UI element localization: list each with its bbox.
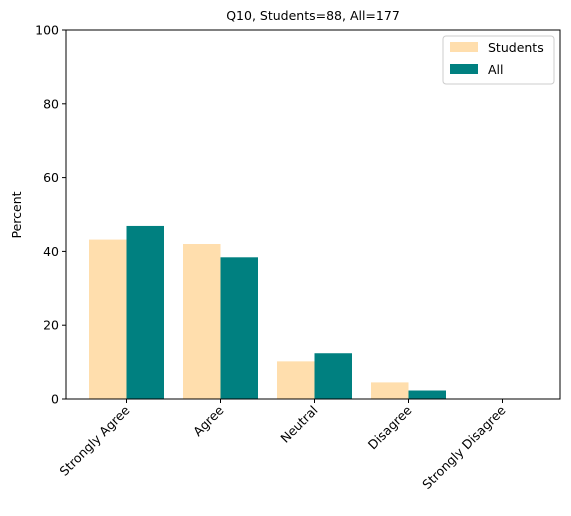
chart-title: Q10, Students=88, All=177 [226,8,400,23]
x-tick-label: Strongly Disagree [419,402,509,492]
y-tick-label: 40 [43,244,59,259]
bar-all-neutral [314,353,352,399]
x-tick-label: Strongly Agree [56,402,132,478]
legend-swatch-all [450,64,478,74]
x-axis: Strongly Agree Agree Neutral Disagree Strong… [56,399,509,492]
x-tick-label: Disagree [365,402,415,452]
y-tick-label: 0 [51,392,59,407]
bar-students-disagree [371,382,409,399]
bars-group [89,225,446,399]
bar-all-disagree [408,390,446,399]
y-tick-label: 80 [43,96,59,111]
y-tick-label: 100 [35,23,59,38]
y-tick-label: 20 [43,318,59,333]
y-axis-label: Percent [9,191,24,238]
bar-students-neutral [277,361,315,399]
y-tick-label: 60 [43,170,59,185]
x-tick-label: Agree [190,402,227,439]
bar-all-agree [220,257,258,399]
plot-frame [65,29,561,400]
x-tick-label: Neutral [277,403,320,446]
y-axis: 0 20 40 60 80 100 [35,23,66,407]
bar-all-strongly-agree [126,225,164,399]
legend-label-all: All [488,62,504,77]
bar-students-agree [183,244,221,399]
bar-students-strongly-agree [89,239,127,399]
legend-swatch-students [450,42,478,52]
legend-label-students: Students [488,40,544,55]
legend: Students All [442,35,555,85]
